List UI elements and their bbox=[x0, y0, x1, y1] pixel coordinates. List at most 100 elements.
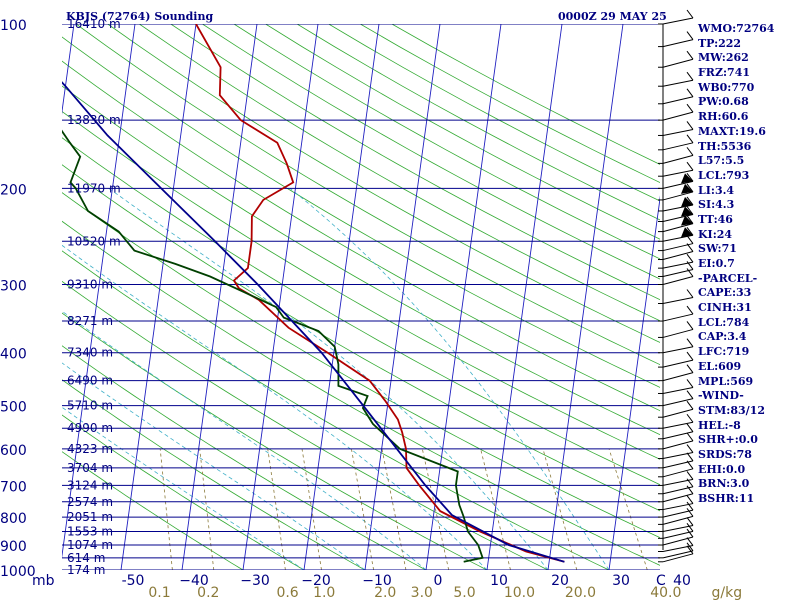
wind-barb-feather bbox=[686, 338, 694, 348]
height-label: 11970 m bbox=[67, 181, 121, 195]
wind-pennant bbox=[681, 196, 693, 207]
wind-barb bbox=[662, 128, 694, 136]
height-label: 174 m bbox=[67, 563, 105, 577]
wind-barb bbox=[662, 276, 694, 285]
temp-tick-label: 0 bbox=[434, 573, 443, 589]
index-row: HEL:-8 bbox=[698, 418, 741, 432]
wind-barb bbox=[662, 79, 694, 87]
wind-barb-feather bbox=[686, 147, 694, 156]
wind-barb-feather bbox=[686, 206, 694, 215]
temp-tick-label: 30 bbox=[612, 573, 630, 589]
moist-adiabat bbox=[108, 188, 549, 570]
wind-barb-feather bbox=[686, 71, 694, 81]
dry-adiabat bbox=[62, 85, 660, 436]
dry-adiabat bbox=[62, 111, 660, 460]
wind-barb bbox=[662, 328, 694, 338]
temp-tick-label: −20 bbox=[301, 573, 331, 589]
wind-barb-feather bbox=[686, 215, 694, 224]
index-row: TH:5536 bbox=[698, 139, 752, 153]
pressure-tick-label: 1000 bbox=[0, 564, 36, 580]
index-row: LI:3.4 bbox=[698, 183, 735, 197]
wind-barb-feather bbox=[686, 444, 694, 453]
wind-barb bbox=[662, 169, 694, 177]
mixing-ratio-label: 0.2 bbox=[197, 585, 219, 600]
mixing-ratio-label: 1.0 bbox=[313, 585, 335, 600]
dry-adiabat bbox=[62, 414, 305, 570]
dry-adiabat bbox=[139, 24, 660, 322]
dry-adiabat bbox=[62, 280, 549, 570]
profile-line-2 bbox=[62, 81, 565, 563]
dry-adiabat bbox=[62, 60, 660, 412]
temp-tick-label: −40 bbox=[179, 573, 209, 589]
dry-adiabat bbox=[62, 451, 244, 570]
height-label: 614 m bbox=[67, 551, 105, 565]
dry-adiabat bbox=[62, 192, 660, 539]
index-row: FRZ:741 bbox=[698, 66, 751, 80]
mixing-ratio-line bbox=[542, 448, 578, 570]
wind-pennant bbox=[681, 215, 693, 226]
mixing-ratio-label: 0.1 bbox=[148, 585, 170, 600]
pressure-tick-label: 300 bbox=[0, 279, 27, 295]
height-label: 7340 m bbox=[67, 346, 113, 360]
wind-barb bbox=[662, 460, 694, 469]
mixing-ratio-line bbox=[267, 448, 286, 570]
wind-barb bbox=[662, 503, 694, 511]
dry-adiabat bbox=[62, 379, 366, 570]
index-row: SI:4.3 bbox=[698, 198, 735, 212]
moist-adiabat bbox=[289, 188, 610, 570]
height-label: 4990 m bbox=[67, 421, 113, 435]
index-row: SHR+:0.0 bbox=[698, 433, 758, 447]
wind-barb bbox=[662, 493, 694, 503]
height-label: 1553 m bbox=[67, 524, 113, 538]
wind-barb-feather bbox=[686, 528, 694, 538]
isotherm bbox=[120, 24, 197, 570]
dry-adiabat bbox=[62, 137, 660, 486]
wind-barbs bbox=[658, 9, 694, 563]
pressure-tick-label: 700 bbox=[0, 479, 27, 495]
wind-barb bbox=[662, 223, 694, 233]
index-row: L57:5.5 bbox=[698, 154, 745, 168]
dry-adiabat bbox=[62, 220, 660, 566]
wind-barb bbox=[662, 234, 694, 242]
wind-barb-feather bbox=[686, 268, 694, 277]
wind-barb-feather bbox=[686, 390, 694, 399]
index-row: LCL:784 bbox=[698, 315, 750, 329]
isotherm bbox=[547, 24, 624, 570]
mixing-ratio-label: 20.0 bbox=[565, 585, 596, 600]
pressure-tick-label: 500 bbox=[0, 400, 27, 416]
index-row: -WIND- bbox=[698, 389, 744, 403]
sounding-time: 0000Z 29 MAY 25 bbox=[558, 10, 667, 23]
wind-barb-feather bbox=[686, 31, 694, 40]
moist-adiabat bbox=[62, 310, 427, 570]
pressure-tick-label: 400 bbox=[0, 347, 27, 363]
wind-barb-feather bbox=[686, 432, 694, 442]
wind-barb bbox=[662, 550, 694, 559]
wind-barb bbox=[662, 440, 694, 450]
wind-barb-feather bbox=[686, 196, 694, 206]
height-label: 6490 m bbox=[67, 374, 113, 388]
axis-labels: 16410 m 13830 m 11970 m 10520 m 9310 m 8271 m… bbox=[0, 17, 742, 600]
wind-barb bbox=[662, 408, 694, 418]
isotherm bbox=[62, 24, 136, 559]
wind-barb bbox=[662, 486, 694, 495]
wind-barb-feather bbox=[686, 364, 694, 373]
corner-label: C bbox=[656, 573, 666, 589]
wind-barb bbox=[662, 204, 694, 212]
wind-barb-feather bbox=[686, 485, 694, 495]
index-row: CAPE:33 bbox=[698, 286, 752, 300]
index-row: WMO:72764 bbox=[698, 22, 775, 35]
isotherm bbox=[608, 195, 660, 570]
isotherm bbox=[425, 24, 502, 570]
wind-barb bbox=[662, 58, 694, 68]
mixing-ratio-line bbox=[608, 448, 648, 570]
height-label: 5710 m bbox=[67, 399, 113, 413]
height-label: 16410 m bbox=[67, 17, 121, 31]
height-label: 10520 m bbox=[67, 234, 121, 248]
wind-barb-feather bbox=[686, 305, 694, 315]
wind-pennant bbox=[681, 173, 693, 184]
wind-barb-feather bbox=[686, 501, 694, 511]
wind-barb-feather bbox=[686, 235, 694, 244]
height-label: 8271 m bbox=[67, 314, 113, 328]
mixing-ratio-label: 2.0 bbox=[374, 585, 396, 600]
wind-barb-feather bbox=[686, 253, 694, 263]
